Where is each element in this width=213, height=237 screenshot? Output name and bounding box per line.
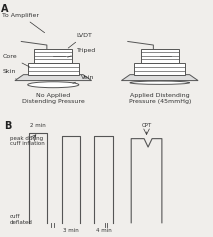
Polygon shape bbox=[15, 75, 92, 81]
Text: LVDT: LVDT bbox=[68, 33, 93, 48]
Ellipse shape bbox=[28, 82, 79, 88]
Text: No Applied
Distending Pressure: No Applied Distending Pressure bbox=[22, 93, 85, 104]
FancyBboxPatch shape bbox=[141, 49, 179, 63]
FancyBboxPatch shape bbox=[28, 63, 79, 75]
Text: cuff
deflated: cuff deflated bbox=[10, 214, 32, 225]
Text: Skin: Skin bbox=[2, 69, 16, 79]
Text: peak during
cuff inflation: peak during cuff inflation bbox=[10, 136, 44, 146]
Polygon shape bbox=[121, 75, 198, 81]
Text: 3 min: 3 min bbox=[63, 228, 79, 233]
Text: 2 min: 2 min bbox=[30, 123, 46, 128]
FancyBboxPatch shape bbox=[134, 63, 185, 75]
Ellipse shape bbox=[130, 81, 190, 84]
Text: B: B bbox=[4, 121, 12, 131]
Text: A: A bbox=[1, 4, 9, 14]
Text: Applied Distending
Pressure (45mmHg): Applied Distending Pressure (45mmHg) bbox=[129, 93, 191, 104]
FancyBboxPatch shape bbox=[34, 49, 72, 63]
Text: CPT: CPT bbox=[141, 123, 152, 128]
Text: 4 min: 4 min bbox=[96, 228, 111, 233]
Text: Core: Core bbox=[2, 54, 29, 67]
Text: Triped: Triped bbox=[68, 48, 96, 57]
Text: To Amplifier: To Amplifier bbox=[2, 13, 45, 33]
Text: Vein: Vein bbox=[73, 75, 94, 83]
